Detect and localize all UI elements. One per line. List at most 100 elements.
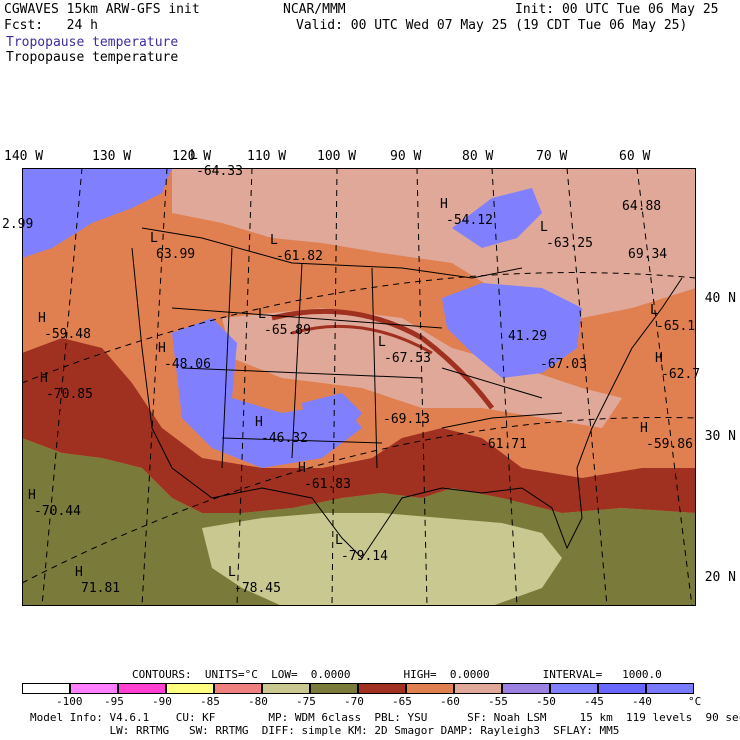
extremum-value: 69.34 xyxy=(628,247,668,262)
colorbar-swatch xyxy=(22,683,70,694)
extremum-value: -61.71 xyxy=(480,437,527,452)
extremum-value: -54.12 xyxy=(446,213,493,228)
shade-region xyxy=(172,168,696,318)
low-marker: L xyxy=(228,565,236,580)
low-marker: L xyxy=(378,335,386,350)
init-time: Init: 00 UTC Tue 06 May 25 xyxy=(515,2,719,17)
shade-region xyxy=(22,168,172,258)
lat-label: 20 N xyxy=(704,570,736,585)
lat-label: 40 N xyxy=(704,291,736,306)
lon-label: 140 W xyxy=(4,149,44,164)
field-title-contour: Tropopause temperature xyxy=(6,50,179,65)
extremum-value: -46.32 xyxy=(261,431,308,446)
shade-region xyxy=(22,338,696,513)
extremum-value: 41.29 xyxy=(508,329,548,344)
high-marker: H xyxy=(255,415,263,430)
colorbar-label: -90 xyxy=(152,695,172,708)
extremum-value: -79.14 xyxy=(341,549,388,564)
colorbar-label: -65 xyxy=(392,695,412,708)
colorbar-swatch xyxy=(598,683,646,694)
extremum-value: 71.81 xyxy=(81,581,121,596)
lon-label: 110 W xyxy=(247,149,287,164)
colorbar-label: -100 xyxy=(56,695,83,708)
extremum-value: -70.85 xyxy=(46,387,93,402)
high-marker: H xyxy=(640,421,648,436)
extremum-value: -59.48 xyxy=(44,327,91,342)
low-marker: L xyxy=(650,303,658,318)
high-marker: H xyxy=(40,371,48,386)
colorbar-label: -50 xyxy=(536,695,556,708)
colorbar-label: -70 xyxy=(344,695,364,708)
high-marker: H xyxy=(655,351,663,366)
high-marker: H xyxy=(158,341,166,356)
colorbar-swatch xyxy=(358,683,406,694)
lon-label: 60 W xyxy=(619,149,651,164)
extremum-value: 64.88 xyxy=(622,199,662,214)
colorbar-swatch xyxy=(646,683,694,694)
low-marker: L xyxy=(335,533,343,548)
colorbar-label: °C xyxy=(688,695,702,708)
lon-label: 70 W xyxy=(536,149,568,164)
lon-label: 90 W xyxy=(390,149,422,164)
political-boundaries xyxy=(131,227,683,559)
low-marker: L xyxy=(270,233,278,248)
extremum-value: -59.86 xyxy=(646,437,693,452)
extremum-value: -65.1 xyxy=(656,319,696,334)
lon-label: 120 W xyxy=(172,149,212,164)
extremum-value: -67.53 xyxy=(384,351,431,366)
shade-region xyxy=(202,513,562,606)
colorbar-label: -45 xyxy=(584,695,604,708)
extremum-value: -65.89 xyxy=(264,323,311,338)
shade-region xyxy=(302,393,362,438)
extremum-value: -64.33 xyxy=(196,164,243,179)
extremum-value: -78.45 xyxy=(234,581,281,596)
colorbar-swatch xyxy=(406,683,454,694)
colorbar-swatch xyxy=(118,683,166,694)
colorbar-swatch xyxy=(550,683,598,694)
extremum-value: -61.83 xyxy=(304,477,351,492)
colorbar-label: -85 xyxy=(200,695,220,708)
lat-label: 30 N xyxy=(704,429,736,444)
extremum-value: -63.25 xyxy=(546,236,593,251)
low-marker: L xyxy=(190,148,198,163)
shade-region xyxy=(442,283,582,378)
extremum-value: 63.99 xyxy=(156,247,196,262)
map-frame xyxy=(22,168,696,606)
extremum-value: -69.13 xyxy=(383,412,430,427)
high-marker: H xyxy=(440,197,448,212)
lon-label: 80 W xyxy=(462,149,494,164)
lon-label: 100 W xyxy=(317,149,357,164)
colorbar-label: -95 xyxy=(104,695,124,708)
colorbar-swatch xyxy=(310,683,358,694)
colorbar-label: -75 xyxy=(296,695,316,708)
colorbar-swatch xyxy=(70,683,118,694)
colorbar-label: -60 xyxy=(440,695,460,708)
extremum-value: 2.99 xyxy=(2,217,34,232)
low-marker: L xyxy=(540,220,548,235)
field-title-shaded: Tropopause temperature xyxy=(6,35,179,50)
colorbar-swatch xyxy=(214,683,262,694)
extremum-value: -62.7 xyxy=(661,367,701,382)
colorbar-label: -55 xyxy=(488,695,508,708)
forecast-hour: Fcst: 24 h xyxy=(4,18,98,33)
extremum-value: -67.03 xyxy=(540,357,587,372)
colorbar-swatch xyxy=(502,683,550,694)
colorbar-label: -40 xyxy=(632,695,652,708)
low-marker: L xyxy=(150,231,158,246)
valid-time: Valid: 00 UTC Wed 07 May 25 (19 CDT Tue … xyxy=(296,18,688,33)
extremum-value: -61.82 xyxy=(276,249,323,264)
colorbar-swatch xyxy=(454,683,502,694)
high-marker: H xyxy=(75,565,83,580)
low-marker: L xyxy=(258,307,266,322)
high-marker: H xyxy=(38,311,46,326)
tropopause-temperature-map xyxy=(22,168,696,606)
high-marker: H xyxy=(298,461,306,476)
colorbar-swatch xyxy=(166,683,214,694)
graticule xyxy=(22,168,696,606)
lon-label: 130 W xyxy=(92,149,132,164)
jet-streak xyxy=(271,308,494,410)
model-title: CGWAVES 15km ARW-GFS init xyxy=(4,2,200,17)
model-info-line2: LW: RRTMG SW: RRTMG DIFF: simple KM: 2D … xyxy=(30,724,620,737)
shade-region xyxy=(452,188,542,248)
high-marker: H xyxy=(28,488,36,503)
